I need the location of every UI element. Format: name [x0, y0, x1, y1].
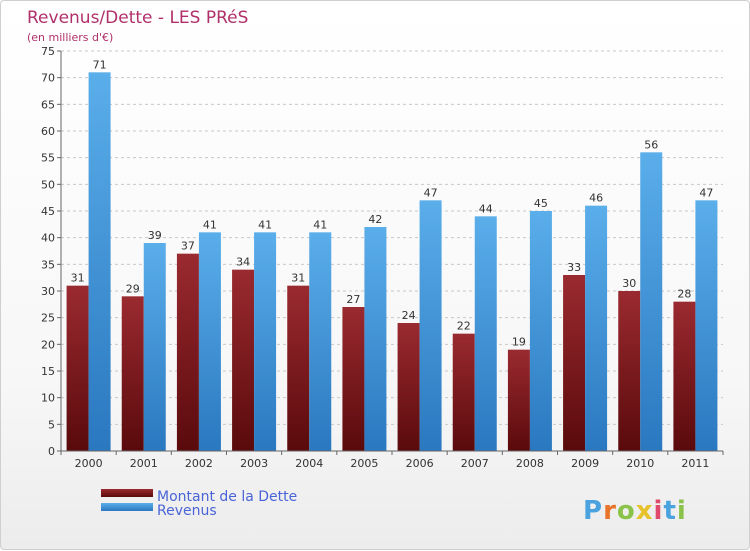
bar-debt-2003 [232, 269, 255, 451]
y-tick-label: 75 [41, 45, 55, 58]
data-label-revenus-2003: 41 [258, 218, 272, 231]
logo-letter: P [583, 496, 603, 526]
logo-letter: x [636, 496, 654, 526]
data-label-debt-2006: 24 [402, 309, 416, 322]
bar-debt-2008 [507, 349, 530, 451]
legend-swatch-debt [101, 489, 153, 497]
legend: Montant de la Dette Revenus [101, 489, 297, 519]
chart-subtitle: (en milliers d'€) [27, 31, 113, 44]
data-label-revenus-2009: 46 [589, 192, 603, 205]
data-label-revenus-2008: 45 [534, 197, 548, 210]
bar-debt-2010 [618, 291, 641, 451]
chart-title: Revenus/Dette - LES PRéS [27, 8, 248, 28]
x-tick-label: 2003 [240, 457, 268, 470]
bar-debt-2009 [563, 275, 586, 451]
logo-letter: i [654, 496, 664, 526]
logo-letter: t [663, 496, 676, 526]
bar-revenus-2009 [585, 205, 608, 451]
legend-label-debt: Montant de la Dette [157, 489, 297, 505]
bar-debt-2011 [673, 301, 696, 451]
data-label-debt-2007: 22 [457, 320, 471, 333]
y-tick-label: 5 [48, 418, 55, 431]
gridlines [61, 50, 723, 452]
y-tick-label: 35 [41, 258, 55, 271]
data-label-debt-2000: 31 [71, 272, 85, 285]
y-tick-label: 60 [41, 125, 55, 138]
x-tick-label: 2008 [516, 457, 544, 470]
data-label-debt-2008: 19 [512, 336, 526, 349]
data-label-debt-2005: 27 [346, 293, 360, 306]
data-label-debt-2002: 37 [181, 240, 195, 253]
y-tick-label: 40 [41, 232, 55, 245]
logo-letter: i [677, 496, 687, 526]
bar-revenus-2007 [474, 216, 497, 451]
y-tick-label: 15 [41, 365, 55, 378]
bar-revenus-2001 [143, 243, 166, 451]
x-tick-label: 2004 [295, 457, 323, 470]
bar-debt-2002 [176, 253, 199, 451]
x-tick-label: 2009 [571, 457, 599, 470]
y-tick-label: 45 [41, 205, 55, 218]
y-tick-label: 25 [41, 312, 55, 325]
y-axis: 0 5 10 15 20 25 30 35 40 45 50 55 60 65 70 75 [41, 45, 62, 458]
bar-revenus-2008 [529, 211, 552, 451]
data-label-revenus-2011: 47 [699, 186, 713, 199]
bar-debt-2004 [287, 285, 310, 451]
bar-debt-2007 [452, 333, 475, 451]
y-tick-label: 0 [48, 445, 55, 458]
bars: 31 71 29 39 37 41 34 41 31 41 27 42 24 47 22 44 19 45 33 46… [66, 58, 718, 452]
y-tick-label: 50 [41, 178, 55, 191]
data-label-revenus-2010: 56 [644, 138, 658, 151]
bar-debt-2005 [342, 307, 365, 451]
proxiti-logo: Proxiti [583, 496, 687, 526]
data-label-debt-2004: 31 [291, 272, 305, 285]
legend-label-revenus: Revenus [157, 503, 217, 519]
bar-debt-2006 [397, 323, 420, 451]
y-tick-label: 10 [41, 392, 55, 405]
bar-revenus-2005 [364, 227, 387, 451]
x-axis: 2000 2001 2002 2003 2004 2005 2006 2007 2008 2009… [60, 450, 724, 470]
data-label-revenus-2005: 42 [368, 213, 382, 226]
bar-revenus-2011 [695, 200, 718, 451]
data-label-revenus-2004: 41 [313, 218, 327, 231]
logo-letter: r [603, 496, 617, 526]
x-tick-label: 2007 [461, 457, 489, 470]
x-tick-label: 2010 [626, 457, 654, 470]
y-tick-label: 30 [41, 285, 55, 298]
data-label-revenus-2002: 41 [203, 218, 217, 231]
x-tick-label: 2005 [350, 457, 378, 470]
data-label-debt-2003: 34 [236, 256, 250, 269]
bar-revenus-2006 [419, 200, 442, 451]
data-label-debt-2001: 29 [126, 282, 140, 295]
bar-debt-2000 [66, 285, 89, 451]
bar-debt-2001 [121, 296, 144, 451]
bar-revenus-2002 [198, 232, 221, 451]
x-tick-label: 2002 [185, 457, 213, 470]
data-label-revenus-2001: 39 [148, 229, 162, 242]
x-tick-label: 2011 [681, 457, 709, 470]
bar-revenus-2004 [309, 232, 332, 451]
x-tick-label: 2006 [406, 457, 434, 470]
bar-revenus-2000 [88, 72, 111, 451]
bar-revenus-2010 [640, 152, 663, 452]
data-label-revenus-2007: 44 [479, 202, 493, 215]
data-label-revenus-2006: 47 [424, 186, 438, 199]
x-tick-label: 2000 [75, 457, 103, 470]
legend-swatch-revenus [101, 503, 153, 511]
bar-revenus-2003 [254, 232, 277, 451]
data-label-debt-2010: 30 [622, 277, 636, 290]
y-tick-label: 65 [41, 98, 55, 111]
logo-letter: o [617, 496, 636, 526]
data-label-debt-2011: 28 [677, 288, 691, 301]
y-tick-label: 70 [41, 72, 55, 85]
x-tick-label: 2001 [130, 457, 158, 470]
y-tick-label: 55 [41, 152, 55, 165]
data-label-revenus-2000: 71 [93, 58, 107, 71]
y-tick-label: 20 [41, 338, 55, 351]
data-label-debt-2009: 33 [567, 261, 581, 274]
